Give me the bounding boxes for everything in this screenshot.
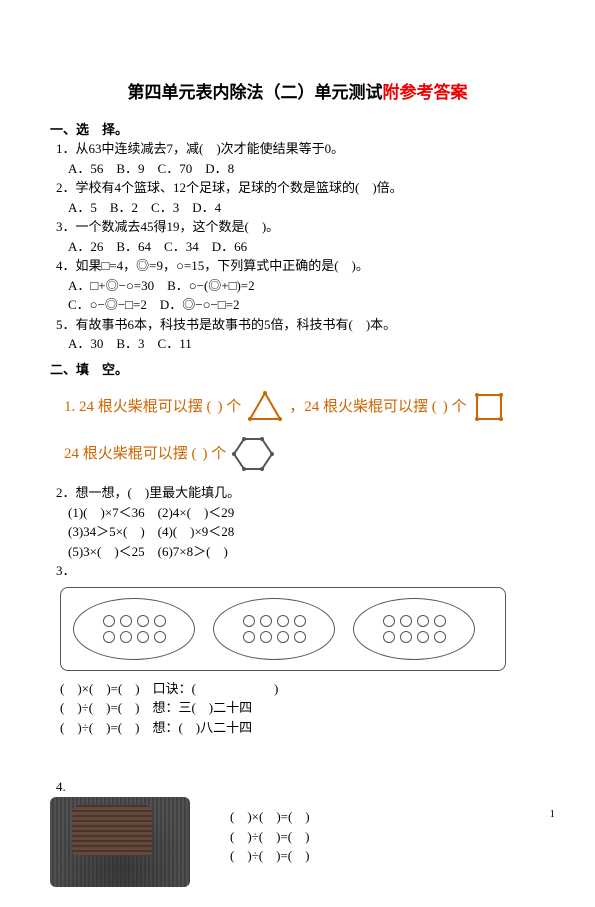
q5-options: A．30 B．3 C．11 [68, 334, 545, 354]
q1-options: A．56 B．9 C．70 D．8 [68, 159, 545, 179]
section-2-head: 二、填 空。 [50, 360, 545, 380]
fill1-b: ，24 根火柴棍可以摆 ( [289, 396, 437, 419]
title-main: 第四单元表内除法（二）单元测试 [128, 83, 383, 102]
formula-b: ( )÷( )=( ) 想：三( )二十四 [60, 698, 545, 718]
ovals-box [60, 587, 506, 671]
oval-3 [353, 598, 475, 660]
section-1-head: 一、选 择。 [50, 120, 545, 140]
q2-options: A．5 B．2 C．3 D．4 [68, 198, 545, 218]
oval-2 [213, 598, 335, 660]
fill3-label: 3． [56, 561, 545, 581]
fill1-a: 1. 24 根火柴棍可以摆 ( [64, 396, 212, 419]
q1-text: 1．从63中连续减去7，减( )次才能使结果等于0。 [56, 139, 545, 159]
q4-text: 4．如果□=4，◎=9，○=15，下列算式中正确的是( )。 [56, 256, 545, 276]
fill1-c: 24 根火柴棍可以摆 ( [64, 443, 197, 466]
fill1-mid1: ) 个 [218, 396, 242, 419]
fill1-mid2: ) 个 [443, 396, 467, 419]
fill-1-row2: 24 根火柴棍可以摆 ( ) 个 [64, 435, 545, 473]
fill-1-row1: 1. 24 根火柴棍可以摆 ( ) 个 ，24 根火柴棍可以摆 ( ) 个 [64, 389, 545, 425]
fill4-label: 4. [56, 777, 190, 797]
q4-optC: C．○−◎−□=2 D．◎−○−□=2 [68, 295, 545, 315]
page-number: 1 [550, 806, 556, 823]
f4-c: ( )÷( )=( ) [230, 846, 310, 866]
q4-optA: A．□+◎−○=30 B．○−(◎+□)=2 [68, 276, 545, 296]
oval-1 [73, 598, 195, 660]
q3-text: 3．一个数减去45得19，这个数是( )。 [56, 217, 545, 237]
fill2-l1: (1)( )×7＜36 (2)4×( )＜29 [68, 503, 545, 523]
triangle-icon [247, 389, 283, 425]
fill2-head: 2．想一想，( )里最大能填几。 [56, 483, 545, 503]
hexagon-icon [232, 435, 274, 473]
q3-options: A．26 B．64 C．34 D．66 [68, 237, 545, 257]
formula-a: ( )×( )=( ) 口诀：( ) [60, 679, 545, 699]
f4-a: ( )×( )=( ) [230, 807, 310, 827]
page-title: 第四单元表内除法（二）单元测试附参考答案 [50, 80, 545, 106]
square-icon [473, 391, 505, 423]
q2-text: 2．学校有4个篮球、12个足球，足球的个数是篮球的( )倍。 [56, 178, 545, 198]
fill2-l2: (3)34＞5×( ) (4)( )×9＜28 [68, 522, 545, 542]
q5-text: 5．有故事书6本，科技书是故事书的5倍，科技书有( )本。 [56, 315, 545, 335]
fill1-mid3: ) 个 [203, 443, 227, 466]
formula-c: ( )÷( )=( ) 想：( )八二十四 [60, 718, 545, 738]
fill2-l3: (5)3×( )＜25 (6)7×8＞( ) [68, 542, 545, 562]
title-suffix: 附参考答案 [383, 83, 468, 102]
f4-b: ( )÷( )=( ) [230, 827, 310, 847]
